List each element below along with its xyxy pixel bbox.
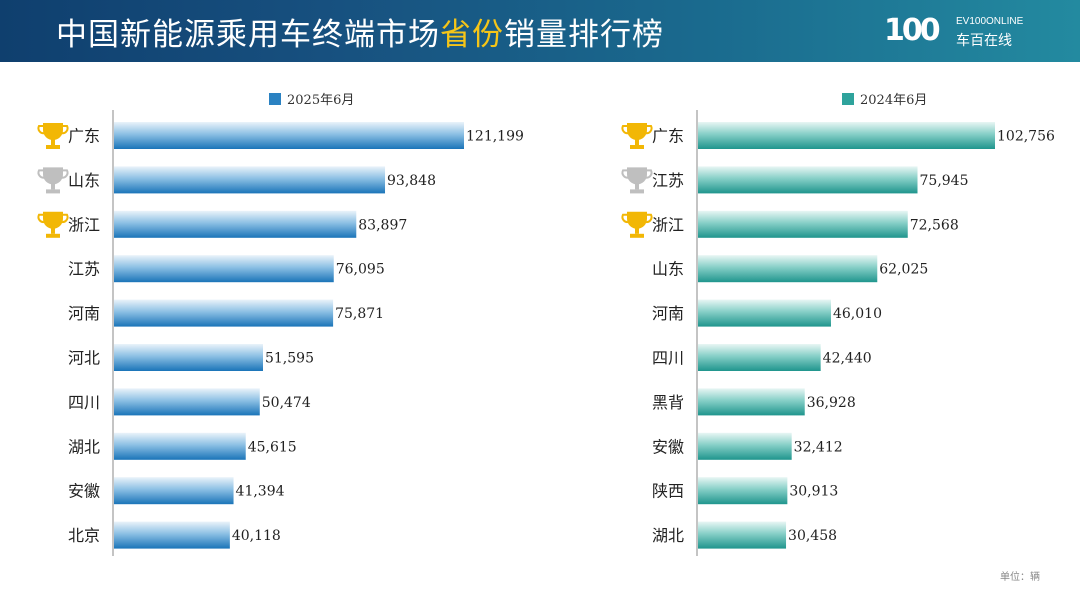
category-label: 四川 bbox=[68, 393, 100, 412]
value-label: 30,458 bbox=[788, 528, 837, 544]
category-label: 江苏 bbox=[652, 171, 684, 190]
value-label: 62,025 bbox=[879, 262, 928, 278]
bar bbox=[114, 255, 334, 283]
value-label: 72,568 bbox=[910, 217, 959, 233]
value-label: 46,010 bbox=[833, 306, 882, 322]
value-label: 121,199 bbox=[466, 129, 524, 145]
category-label: 浙江 bbox=[68, 215, 100, 234]
trophy-icon bbox=[37, 123, 69, 149]
value-label: 75,871 bbox=[335, 306, 384, 322]
bar bbox=[114, 477, 234, 505]
value-label: 50,474 bbox=[262, 395, 311, 411]
category-label: 四川 bbox=[652, 349, 684, 368]
bar bbox=[114, 299, 334, 327]
legend-label: 2025年6月 bbox=[287, 93, 354, 108]
category-label: 湖北 bbox=[652, 526, 684, 545]
bar bbox=[114, 432, 246, 460]
category-label: 浙江 bbox=[652, 215, 684, 234]
category-label: 河南 bbox=[652, 304, 684, 323]
category-label: 黑背 bbox=[652, 393, 684, 412]
value-label: 76,095 bbox=[336, 262, 385, 278]
value-label: 83,897 bbox=[358, 217, 407, 233]
category-label: 山东 bbox=[652, 260, 684, 279]
category-label: 北京 bbox=[68, 526, 100, 545]
trophy-icon bbox=[37, 211, 69, 238]
category-label: 陕西 bbox=[652, 482, 684, 501]
bar bbox=[698, 299, 831, 327]
logo-number: 100 bbox=[884, 13, 941, 48]
category-label: 广东 bbox=[68, 127, 100, 146]
logo-english-text: EV100ONLINE bbox=[956, 16, 1024, 27]
category-label: 山东 bbox=[68, 171, 100, 190]
unit-label: 单位：辆 bbox=[1000, 572, 1040, 583]
bar bbox=[698, 477, 788, 505]
header-banner: 中国新能源乘用车终端市场省份销量排行榜 100 EV100ONLINE 车百在线 bbox=[0, 0, 1080, 62]
trophy-icon bbox=[621, 167, 653, 194]
trophy-icon bbox=[621, 123, 653, 149]
trophy-icon bbox=[621, 211, 653, 238]
bar bbox=[114, 166, 386, 194]
category-label: 安徽 bbox=[68, 482, 100, 501]
bar bbox=[698, 344, 821, 371]
value-label: 51,595 bbox=[265, 351, 314, 367]
value-label: 75,945 bbox=[920, 173, 969, 189]
bar bbox=[114, 344, 263, 371]
bar bbox=[698, 166, 918, 194]
value-label: 36,928 bbox=[807, 395, 856, 411]
category-label: 湖北 bbox=[68, 437, 100, 456]
value-label: 42,440 bbox=[823, 351, 872, 367]
bar bbox=[114, 521, 230, 549]
bar bbox=[114, 122, 464, 149]
page-title: 中国新能源乘用车终端市场省份销量排行榜 bbox=[56, 17, 664, 53]
legend-swatch bbox=[842, 93, 854, 105]
bar bbox=[698, 210, 908, 238]
category-label: 广东 bbox=[652, 127, 684, 146]
bar bbox=[698, 388, 805, 416]
value-label: 102,756 bbox=[997, 129, 1055, 145]
bar bbox=[114, 210, 357, 238]
value-label: 45,615 bbox=[248, 439, 297, 455]
value-label: 41,394 bbox=[236, 484, 285, 500]
category-label: 河南 bbox=[68, 304, 100, 323]
ev100-logo: 100 EV100ONLINE 车百在线 bbox=[884, 14, 1054, 50]
bar bbox=[698, 255, 878, 283]
bar bbox=[698, 432, 792, 460]
trophy-icon bbox=[37, 167, 69, 194]
category-label: 河北 bbox=[68, 349, 100, 368]
category-label: 安徽 bbox=[652, 437, 684, 456]
value-label: 30,913 bbox=[789, 484, 838, 500]
value-label: 93,848 bbox=[387, 173, 436, 189]
bar bbox=[698, 122, 995, 149]
legend-label: 2024年6月 bbox=[860, 93, 927, 108]
value-label: 32,412 bbox=[794, 439, 843, 455]
legend-swatch bbox=[269, 93, 281, 105]
category-label: 江苏 bbox=[68, 260, 100, 279]
logo-chinese-text: 车百在线 bbox=[956, 33, 1012, 49]
bar bbox=[698, 521, 787, 549]
bar bbox=[114, 388, 260, 416]
value-label: 40,118 bbox=[232, 528, 281, 544]
